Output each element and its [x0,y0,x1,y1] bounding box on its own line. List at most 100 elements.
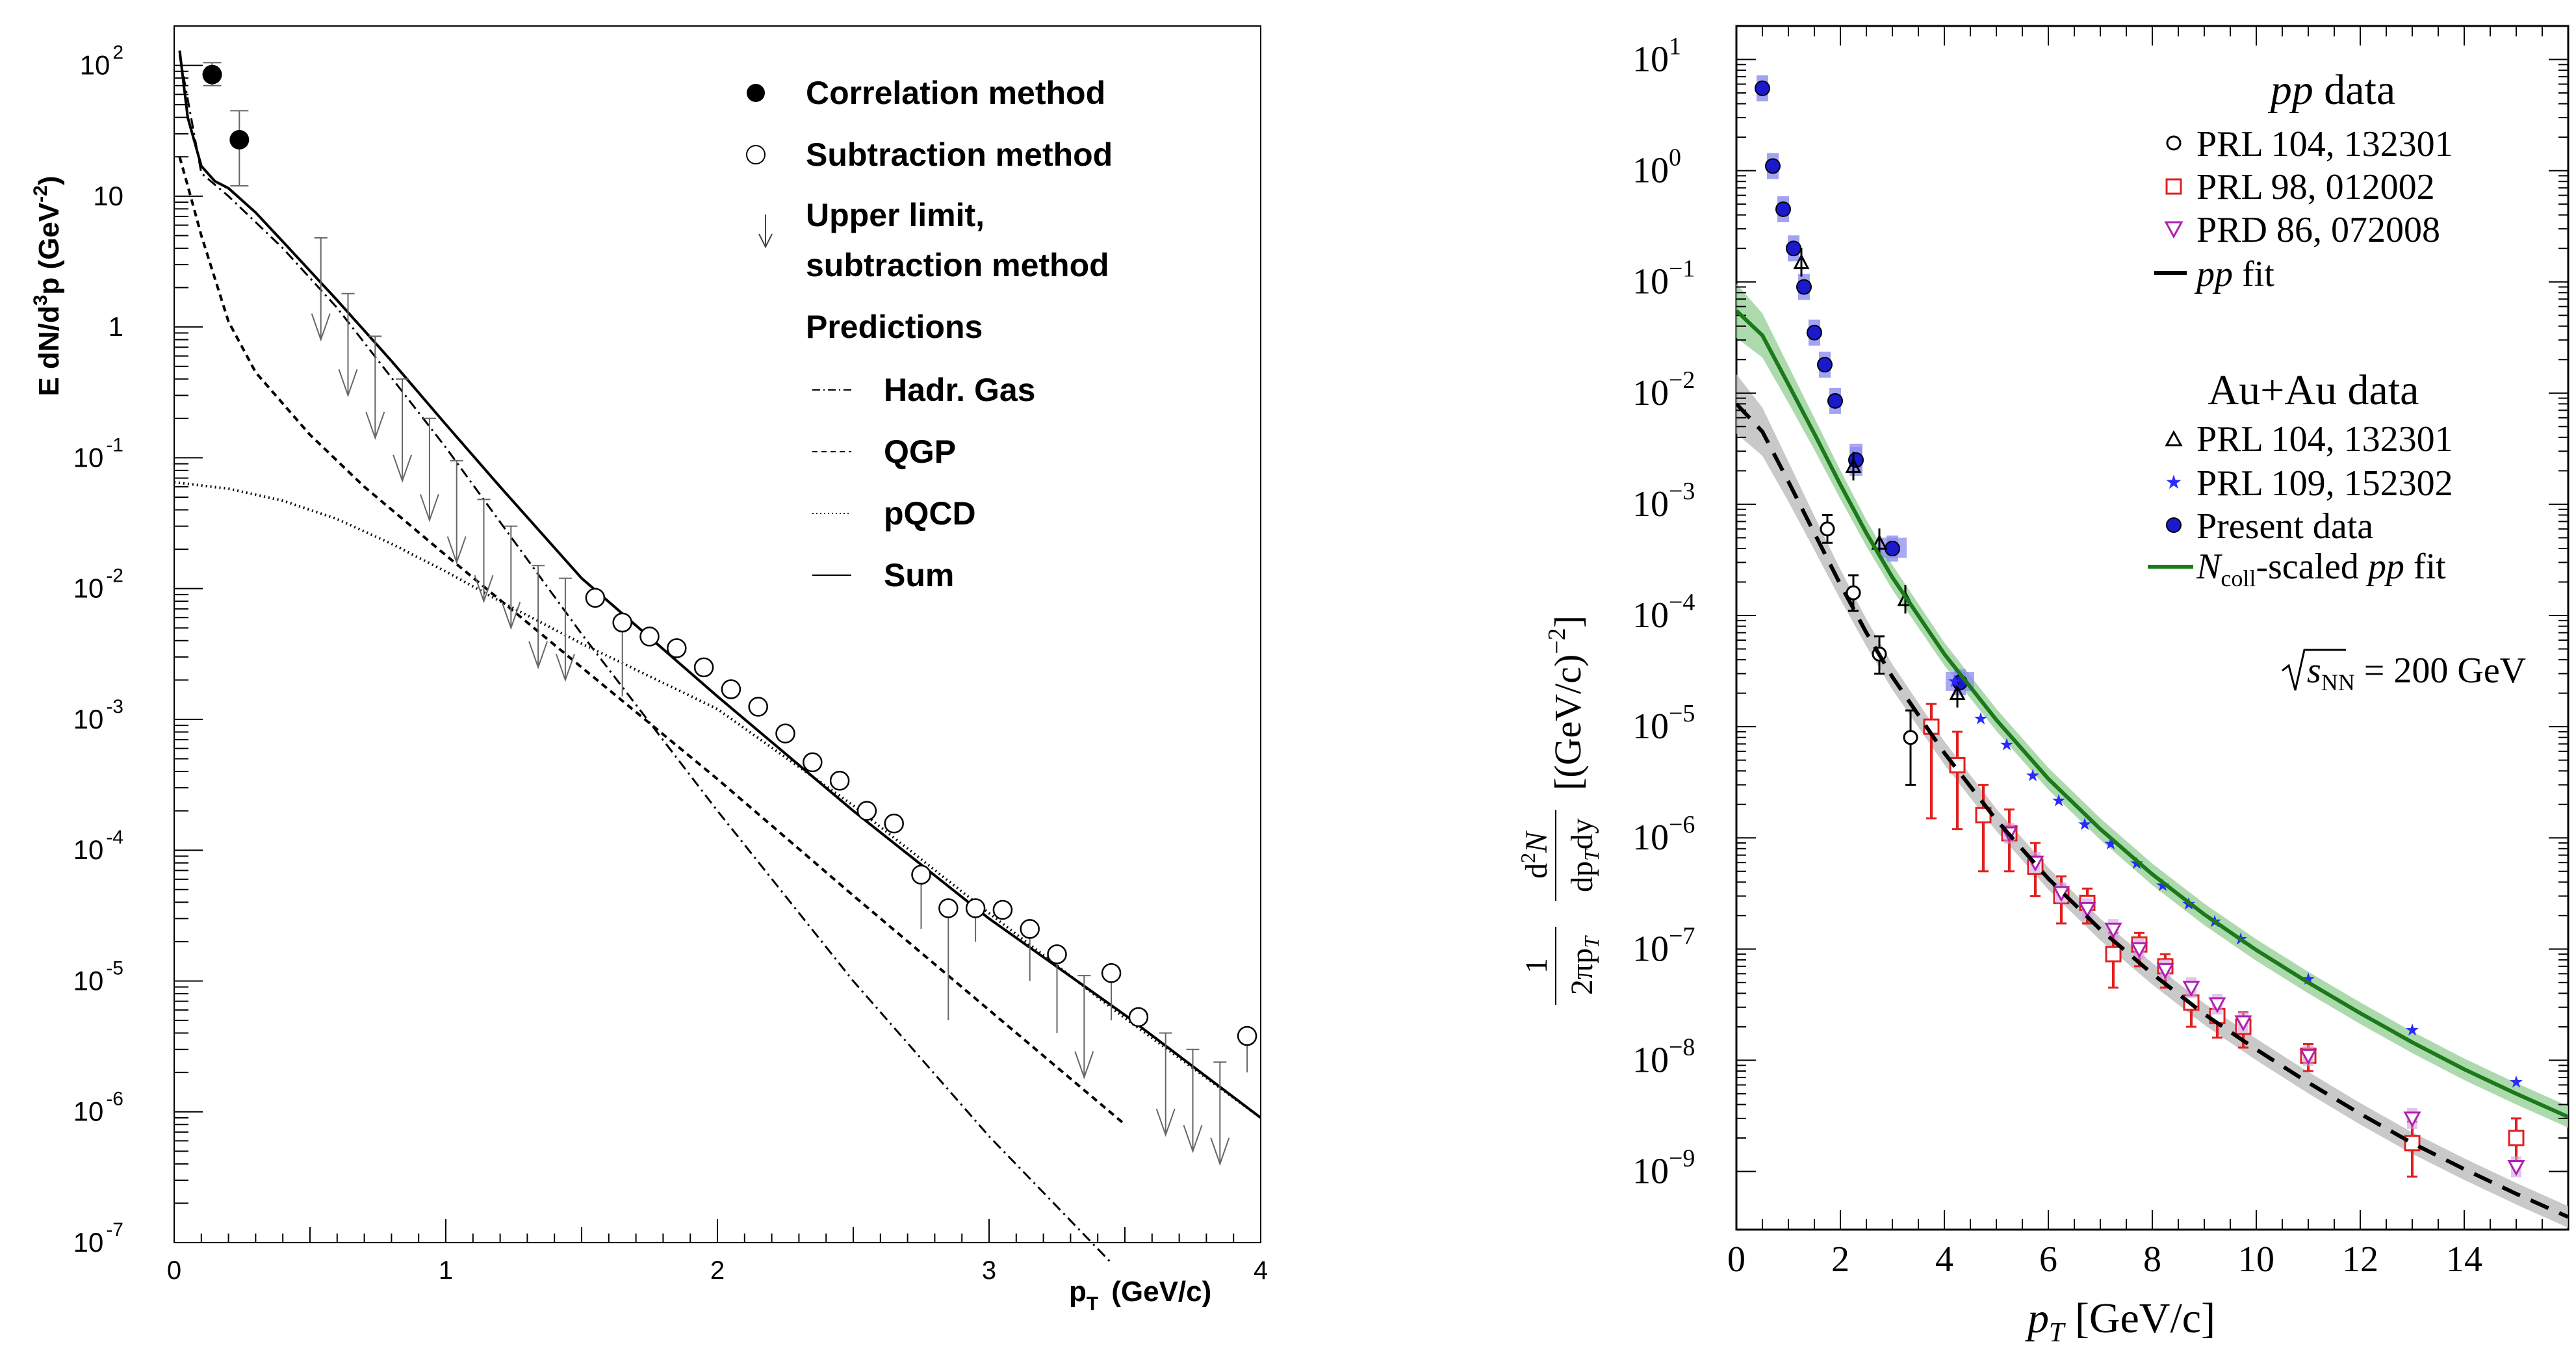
pp-prd86-point [2182,981,2200,997]
subtraction-point [585,588,606,608]
left-y-tick-label: 10 -4 [73,827,123,865]
upper-limit-arrow [1183,1124,1203,1154]
upper-limit-arrow [1074,1051,1094,1079]
correlation-point [202,64,222,84]
left-y-tick-label: 10 2 [80,42,123,81]
right-data-points: ★★★★★★★★★★★★★★★ [1755,75,2525,1178]
upper-limit-arrow [446,536,467,565]
upper-limit-arrow [528,641,548,669]
svg-text:[(GeV/c)−2]: [(GeV/c)−2] [1543,615,1589,790]
pp-prl98-point [1949,756,1966,773]
right-y-tick-label: 10−2 [1632,367,1695,413]
present-data-point [1807,324,1822,341]
svg-text:2πpT: 2πpT [1565,935,1603,995]
right-x-axis-title: pT [GeV/c] [2025,1295,2215,1348]
subtraction-point [1020,919,1040,939]
subtraction-point [721,679,741,699]
subtraction-point [1047,944,1067,964]
subtraction-point [693,657,714,678]
right-y-tick-label: 10−3 [1632,478,1695,524]
legend-label-pp-prl104: PRL 104, 132301 [2196,124,2453,164]
right-x-tick-label: 8 [2143,1239,2161,1280]
left-y-tick-label: 10 -7 [73,1219,123,1258]
auau-prl104-point [1793,253,1810,270]
left-y-tick-label: 10 -2 [73,565,123,604]
legend-label-ncoll-fit: Ncoll-scaled pp fit [2196,547,2446,591]
right-y-tick-label: 10−1 [1632,255,1695,302]
subtraction-point [748,697,768,717]
right-x-tick-label: 0 [1727,1239,1745,1280]
left-y-axis-title: E dN/d3p (GeV-2) [30,175,65,396]
subtraction-point [639,627,660,647]
auau-prl109-point: ★ [2025,766,2040,785]
present-data-point [1765,158,1781,174]
subtraction-point [612,612,632,633]
right-x-tick-label: 12 [2342,1239,2378,1280]
correlation-point [229,130,250,150]
legend-label-pqcd: pQCD [884,495,976,532]
legend-label-upper-limit-1: Upper limit, [806,197,985,233]
curve-pqcd [174,481,1262,1119]
legend-marker-pp-prl98 [2165,178,2182,195]
subtraction-point [1128,1007,1149,1027]
svg-text:1: 1 [1519,958,1554,974]
legend-label-present: Present data [2196,506,2373,547]
auau-prl109-point: ★ [2051,791,2066,810]
upper-limit-arrow [1210,1137,1230,1166]
legend-marker-pp-prl104 [2166,135,2182,151]
svg-text:d2N: d2N [1516,830,1554,879]
subtraction-point [938,898,959,918]
present-data-point [1755,80,1770,96]
auau-prl109-point: ★ [2404,1020,2419,1040]
auau-prl109-point: ★ [2103,834,2118,853]
upper-limit-arrow [501,601,521,630]
auau-prl109-point: ★ [1947,671,1962,691]
legend-label-qgp: QGP [884,433,956,470]
curve-qgp [178,156,1126,1126]
left-x-tick-label: 0 [167,1256,181,1285]
pp-prd86-point [2507,1159,2525,1176]
left-data-points [202,62,1257,1166]
subtraction-point [667,638,687,658]
legend-auau-title: Au+Au data [2208,367,2419,414]
subtraction-point [1101,963,1122,983]
pp-prl104-point [1820,521,1835,537]
pp-prd86-point [2130,942,2148,959]
pp-fit-curve [1736,402,2568,1219]
pp-prd86-point [2403,1111,2421,1128]
legend-marker-correlation [747,84,765,102]
subtraction-point [884,813,904,834]
right-legend: pp data PRL 104, 132301 PRL 98, 012002 P… [2148,66,2526,695]
legend-label-auau-prl109: PRL 109, 152302 [2196,463,2453,504]
right-fit-curves [1736,309,2568,1219]
legend-pp-title: pp data [2268,66,2395,114]
subtraction-point [829,770,850,791]
pp-prd86-point [2208,997,2226,1014]
subtraction-point [911,864,931,885]
auau-prl109-point: ★ [2508,1072,2523,1091]
upper-limit-arrow [393,454,413,483]
legend-marker-auau-prl104 [2165,430,2183,446]
left-chart: 0 1 2 3 410 210110-110-210-310-410-510-610-7 … [30,25,1268,1315]
left-y-tick-label: 10 -5 [73,957,123,996]
present-data-point [1817,357,1833,373]
right-axis-ticks: 0 2 4 6 8 10 12 14 101 100 10−1 10−2 10−3 10−4 10−5 10−… [1632,26,2568,1280]
subtraction-point [803,752,823,773]
upper-limit-arrow [474,575,494,604]
right-y-tick-label: 100 [1632,144,1681,191]
left-x-tick-label: 3 [982,1256,996,1285]
subtraction-point [857,801,877,821]
right-x-tick-label: 10 [2238,1239,2274,1280]
upper-limit-arrow [419,494,439,523]
left-x-axis-title: pT (GeV/c) [1069,1276,1211,1315]
pp-prl98-point [2404,1135,2421,1152]
right-x-tick-label: 2 [1831,1239,1849,1280]
legend-label-predictions: Predictions [806,309,983,345]
legend-label-pp-prd86: PRD 86, 072008 [2196,210,2440,250]
right-y-axis-title: 1 2πpT d2N dpTdy [(GeV/c)−2] [1516,615,1603,1005]
pp-prd86-point [2156,963,2174,979]
energy-label: sNN = 200 GeV [2282,649,2526,695]
pp-prd86-point [2234,1015,2252,1031]
left-prediction-curves [174,50,1262,1264]
